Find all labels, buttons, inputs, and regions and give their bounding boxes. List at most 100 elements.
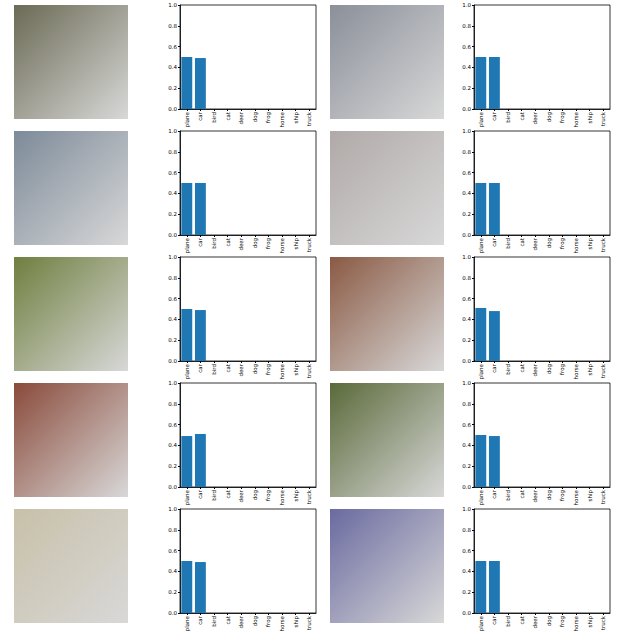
svg-text:dog: dog bbox=[546, 238, 553, 248]
svg-text:ship: ship bbox=[587, 111, 594, 123]
svg-text:plane: plane bbox=[478, 237, 485, 253]
svg-text:ship: ship bbox=[293, 111, 300, 123]
svg-text:plane: plane bbox=[184, 615, 191, 631]
svg-text:truck: truck bbox=[306, 237, 312, 252]
svg-text:horse: horse bbox=[573, 615, 579, 631]
svg-text:0.6: 0.6 bbox=[168, 548, 177, 554]
svg-text:dog: dog bbox=[546, 616, 553, 626]
svg-text:deer: deer bbox=[532, 111, 538, 124]
svg-text:0.6: 0.6 bbox=[462, 170, 471, 176]
svg-text:truck: truck bbox=[600, 111, 606, 126]
svg-text:plane: plane bbox=[478, 111, 485, 127]
svg-text:ship: ship bbox=[587, 237, 594, 249]
svg-text:cat: cat bbox=[519, 363, 525, 372]
svg-text:frog: frog bbox=[265, 616, 272, 627]
svg-text:0.8: 0.8 bbox=[168, 527, 177, 533]
svg-text:dog: dog bbox=[546, 364, 553, 374]
svg-text:0.6: 0.6 bbox=[462, 422, 471, 428]
svg-text:dog: dog bbox=[252, 616, 259, 626]
svg-text:frog: frog bbox=[265, 490, 272, 501]
svg-text:frog: frog bbox=[265, 112, 272, 123]
svg-text:bird: bird bbox=[505, 238, 511, 249]
svg-text:frog: frog bbox=[265, 364, 272, 375]
svg-text:frog: frog bbox=[559, 364, 566, 375]
svg-text:0.0: 0.0 bbox=[462, 484, 471, 490]
svg-text:0.2: 0.2 bbox=[168, 211, 177, 217]
svg-text:bird: bird bbox=[211, 238, 217, 249]
svg-text:0.4: 0.4 bbox=[462, 64, 471, 70]
svg-text:deer: deer bbox=[238, 615, 244, 628]
svg-text:bird: bird bbox=[505, 616, 511, 627]
svg-text:horse: horse bbox=[573, 237, 579, 253]
svg-text:car: car bbox=[491, 111, 497, 120]
svg-text:frog: frog bbox=[559, 112, 566, 123]
svg-text:0.8: 0.8 bbox=[462, 527, 471, 533]
svg-text:car: car bbox=[197, 237, 203, 246]
svg-text:car: car bbox=[491, 363, 497, 372]
svg-text:deer: deer bbox=[532, 489, 538, 502]
svg-text:car: car bbox=[197, 363, 203, 372]
svg-text:bird: bird bbox=[211, 112, 217, 123]
svg-text:0.0: 0.0 bbox=[168, 232, 177, 238]
svg-text:dog: dog bbox=[252, 364, 259, 374]
svg-text:0.0: 0.0 bbox=[462, 232, 471, 238]
svg-text:truck: truck bbox=[600, 615, 606, 630]
svg-text:0.8: 0.8 bbox=[462, 401, 471, 407]
svg-text:truck: truck bbox=[600, 489, 606, 504]
svg-text:0.2: 0.2 bbox=[462, 337, 471, 343]
svg-text:dog: dog bbox=[252, 490, 259, 500]
svg-text:0.8: 0.8 bbox=[168, 401, 177, 407]
svg-text:cat: cat bbox=[225, 489, 231, 498]
svg-text:bird: bird bbox=[505, 112, 511, 123]
svg-text:horse: horse bbox=[279, 363, 285, 379]
svg-text:frog: frog bbox=[265, 238, 272, 249]
svg-text:0.8: 0.8 bbox=[462, 275, 471, 281]
svg-text:frog: frog bbox=[559, 490, 566, 501]
svg-text:cat: cat bbox=[225, 363, 231, 372]
svg-text:0.8: 0.8 bbox=[168, 275, 177, 281]
svg-text:0.0: 0.0 bbox=[462, 610, 471, 616]
svg-text:0.2: 0.2 bbox=[168, 85, 177, 91]
svg-text:deer: deer bbox=[238, 363, 244, 376]
svg-text:dog: dog bbox=[252, 112, 259, 122]
svg-text:cat: cat bbox=[519, 615, 525, 624]
svg-text:0.6: 0.6 bbox=[462, 548, 471, 554]
svg-text:0.4: 0.4 bbox=[168, 316, 177, 322]
svg-text:1.0: 1.0 bbox=[462, 506, 471, 512]
svg-text:deer: deer bbox=[532, 615, 538, 628]
svg-text:truck: truck bbox=[600, 237, 606, 252]
svg-text:0.4: 0.4 bbox=[168, 190, 177, 196]
svg-text:bird: bird bbox=[211, 616, 217, 627]
svg-text:0.6: 0.6 bbox=[168, 170, 177, 176]
svg-text:0.8: 0.8 bbox=[168, 149, 177, 155]
svg-text:0.0: 0.0 bbox=[168, 358, 177, 364]
svg-text:0.6: 0.6 bbox=[168, 44, 177, 50]
svg-text:0.4: 0.4 bbox=[462, 568, 471, 574]
svg-text:0.6: 0.6 bbox=[168, 422, 177, 428]
svg-text:0.4: 0.4 bbox=[168, 64, 177, 70]
svg-text:0.4: 0.4 bbox=[462, 316, 471, 322]
svg-text:ship: ship bbox=[293, 363, 300, 375]
svg-text:frog: frog bbox=[559, 238, 566, 249]
svg-text:deer: deer bbox=[238, 237, 244, 250]
svg-text:ship: ship bbox=[587, 489, 594, 501]
svg-text:cat: cat bbox=[225, 615, 231, 624]
svg-text:1.0: 1.0 bbox=[462, 128, 471, 134]
svg-text:car: car bbox=[197, 111, 203, 120]
svg-text:ship: ship bbox=[587, 615, 594, 627]
svg-text:horse: horse bbox=[279, 237, 285, 253]
svg-text:0.2: 0.2 bbox=[168, 337, 177, 343]
svg-text:0.2: 0.2 bbox=[168, 589, 177, 595]
svg-text:car: car bbox=[197, 615, 203, 624]
svg-text:truck: truck bbox=[306, 111, 312, 126]
svg-text:bird: bird bbox=[505, 490, 511, 501]
svg-text:1.0: 1.0 bbox=[462, 2, 471, 8]
svg-text:truck: truck bbox=[306, 489, 312, 504]
svg-text:bird: bird bbox=[505, 364, 511, 375]
svg-text:plane: plane bbox=[184, 111, 191, 127]
svg-text:0.0: 0.0 bbox=[462, 358, 471, 364]
svg-text:horse: horse bbox=[279, 489, 285, 505]
svg-text:cat: cat bbox=[519, 489, 525, 498]
svg-text:plane: plane bbox=[478, 615, 485, 631]
svg-text:bird: bird bbox=[211, 490, 217, 501]
